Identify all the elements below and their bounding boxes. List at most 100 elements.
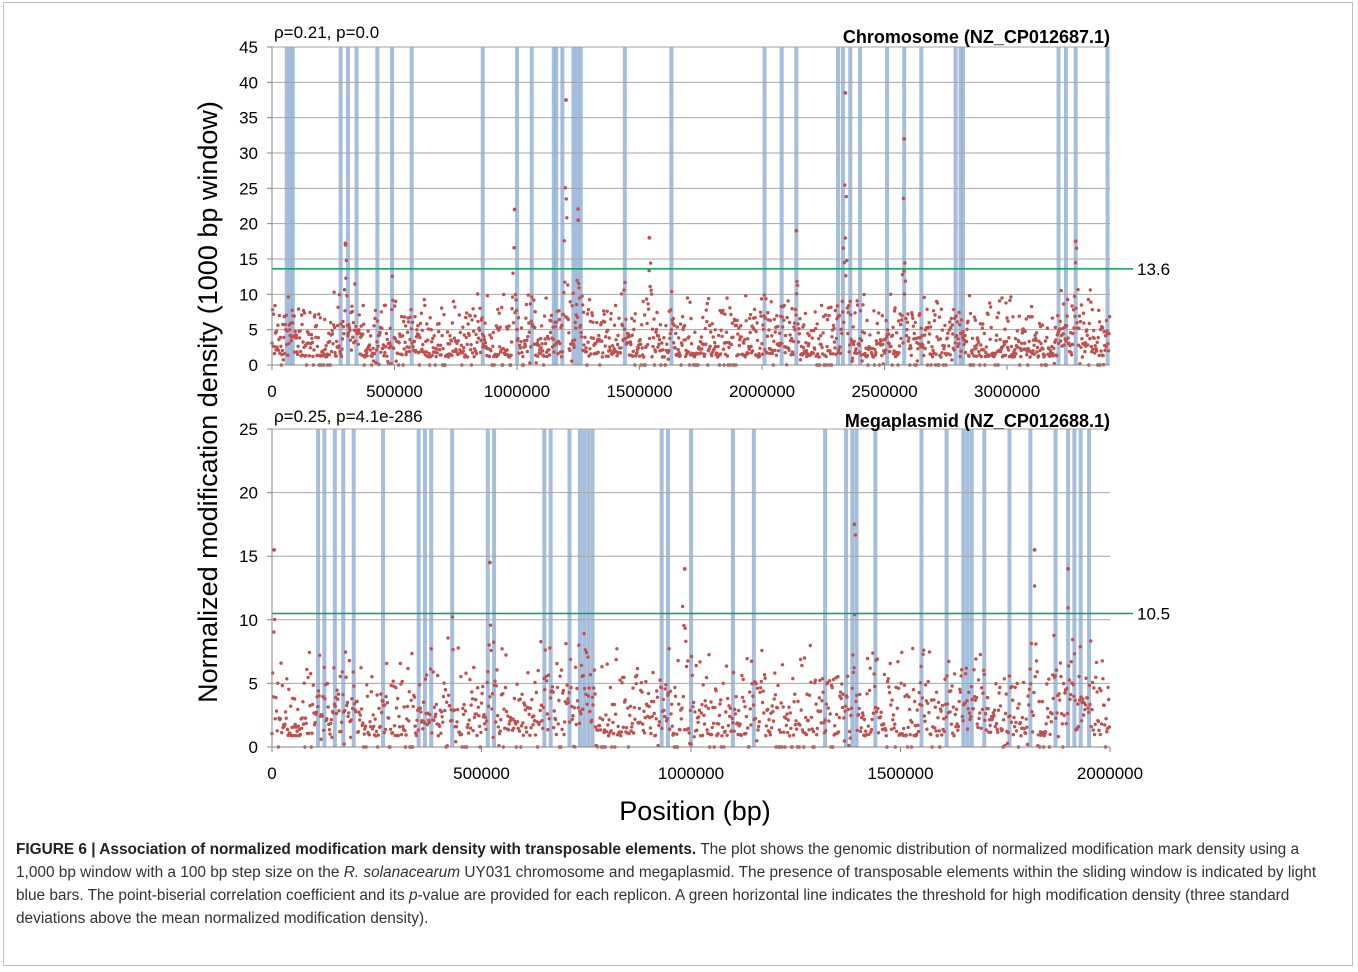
density-point [516, 316, 521, 320]
density-point [348, 328, 352, 333]
density-point [442, 681, 446, 685]
density-point [1072, 652, 1077, 656]
density-point [325, 681, 330, 686]
density-point [905, 320, 910, 324]
density-point [1012, 715, 1016, 720]
density-point [762, 673, 767, 677]
density-point [498, 345, 502, 349]
density-point [740, 673, 744, 678]
density-point [723, 312, 727, 316]
density-point [429, 647, 433, 651]
density-point [963, 350, 968, 355]
density-point [861, 713, 865, 718]
density-point [749, 723, 753, 727]
density-point [506, 728, 511, 732]
density-point [674, 331, 678, 336]
density-point [352, 684, 356, 688]
density-point [561, 688, 566, 693]
density-point [644, 680, 648, 684]
density-point [337, 293, 342, 297]
density-point [543, 341, 548, 346]
density-point [840, 682, 844, 686]
density-point [431, 336, 435, 341]
density-point [1015, 681, 1019, 686]
density-point [672, 323, 676, 327]
density-point [418, 706, 422, 710]
te-bar [551, 47, 556, 365]
density-point [879, 339, 883, 343]
density-point [753, 315, 757, 320]
density-point [638, 720, 642, 724]
density-point [967, 690, 971, 694]
density-point [789, 336, 794, 341]
density-point [426, 338, 430, 342]
density-point [296, 724, 301, 728]
density-point [1031, 349, 1035, 353]
density-point [836, 674, 840, 679]
density-point [482, 338, 487, 342]
density-point [934, 729, 938, 733]
density-point [379, 692, 383, 696]
density-point [446, 636, 450, 640]
density-point [339, 354, 344, 359]
density-point [304, 721, 308, 725]
density-point [541, 726, 545, 731]
y-tick-label: 30 [239, 144, 258, 163]
density-point [553, 325, 558, 329]
density-point [494, 684, 498, 688]
density-point [403, 340, 407, 344]
density-point [808, 643, 812, 648]
density-point [1073, 698, 1077, 703]
density-point [854, 699, 858, 704]
density-point [570, 304, 574, 308]
density-point [761, 323, 765, 327]
density-point [798, 358, 803, 362]
density-point [407, 690, 411, 694]
density-point [533, 325, 537, 330]
density-point [992, 708, 997, 712]
density-point [503, 685, 508, 690]
density-point [689, 316, 693, 321]
density-point [1071, 308, 1076, 312]
density-point [567, 331, 571, 335]
density-point [557, 317, 562, 322]
density-point [676, 347, 680, 352]
density-point [432, 718, 436, 723]
density-point [448, 334, 452, 338]
density-point [623, 698, 627, 702]
density-point [552, 725, 556, 730]
density-point [360, 353, 364, 357]
density-point [651, 670, 655, 675]
density-point [436, 329, 441, 334]
density-point [357, 328, 361, 332]
density-point [414, 335, 419, 339]
density-point [880, 353, 884, 358]
density-point [929, 732, 933, 737]
density-peak-point [487, 560, 492, 565]
density-point [982, 348, 986, 352]
density-point [479, 338, 483, 343]
density-point [974, 695, 979, 700]
density-point [462, 702, 466, 707]
te-bar [542, 429, 547, 747]
density-point [1030, 730, 1035, 734]
x-tick-label: 0 [267, 382, 276, 401]
density-point [653, 349, 658, 354]
y-tick-label: 35 [239, 109, 258, 128]
density-point [374, 348, 379, 352]
te-bar [961, 429, 966, 747]
te-bar [341, 429, 346, 747]
density-point [476, 336, 481, 340]
density-point [549, 319, 553, 323]
density-point [612, 323, 617, 327]
density-point [780, 341, 784, 346]
density-point [528, 733, 532, 737]
density-point [975, 722, 979, 726]
density-point [344, 675, 348, 679]
density-point [579, 335, 584, 339]
density-point [375, 340, 379, 344]
density-point [472, 665, 476, 670]
density-point [929, 698, 934, 702]
density-point [1031, 713, 1036, 718]
density-point [865, 692, 869, 696]
